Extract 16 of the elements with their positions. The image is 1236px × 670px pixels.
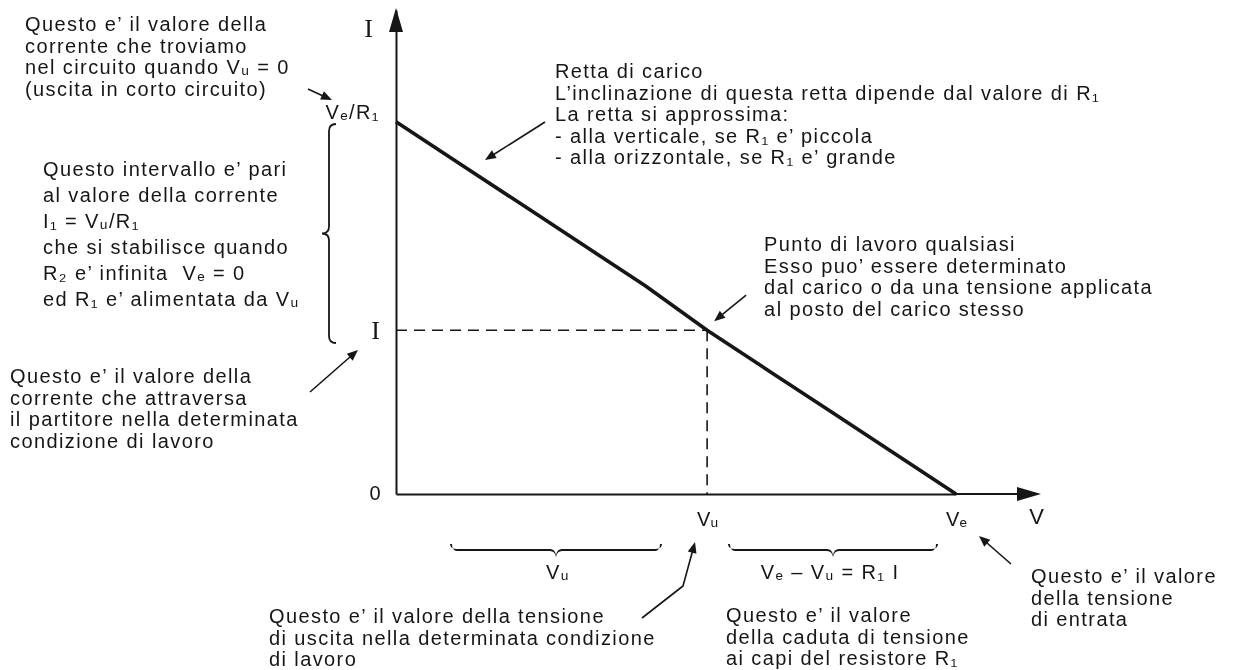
text: Questo e’ il valore della tensione di uscita nella determinata condizione di lavoro xyxy=(269,605,656,670)
text: Questo e’ il valore della caduta di tensione ai capi del resistore R₁ xyxy=(726,604,970,670)
annotation: Punto di lavoro qualsiasi Esso puo’ essere determinato dal carico o da una tensione applicata al posto del carico stesso xyxy=(764,233,1154,321)
x-axis-title: V xyxy=(1029,503,1045,529)
text: Questo e’ il valore della corrente che attraversa il partitore nella determinata condizione di lavoro xyxy=(10,365,299,452)
text: Vₑ/R₁ xyxy=(325,101,380,124)
text: Vᵤ xyxy=(546,561,570,584)
text: Vₑ – Vᵤ = R₁ I xyxy=(760,561,900,584)
text: 0 xyxy=(369,482,382,505)
text: I xyxy=(371,316,380,346)
x-tick-label: Vₑ xyxy=(946,507,967,530)
text: Questo e’ il valore della corrente che troviamo nel circuito quando Vᵤ = 0 (uscita in corto circuito) xyxy=(25,13,290,100)
annotation: Retta di carico L’inclinazione di questa retta dipende dal valore di R₁ La retta si approssima: - alla verticale, se R₁ e’ piccola - alla orizzontale, se R₁ e’ grande xyxy=(555,60,1101,169)
y-axis-title: I xyxy=(364,13,373,43)
text: Questo intervallo e’ pari al valore della corrente I₁ = Vᵤ/R₁ che si stabilisce quando R₂ e’ infinita Vₑ = 0 ed R₁ e’ alimentata da Vᵤ xyxy=(43,157,300,312)
text: Questo e’ il valore della tensione di entrata xyxy=(1031,565,1217,631)
